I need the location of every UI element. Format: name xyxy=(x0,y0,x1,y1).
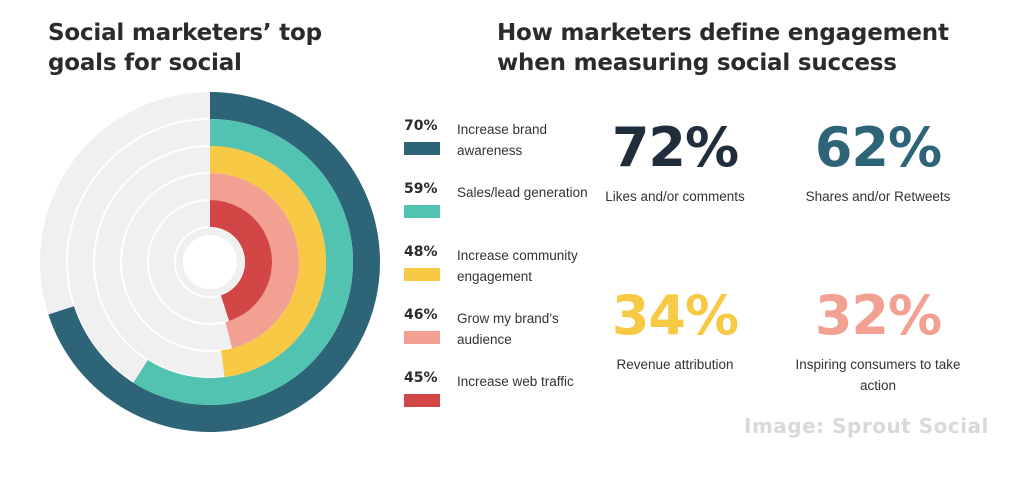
legend-label: Grow my brand’s audience xyxy=(457,311,559,347)
legend-item: 48% Increase community engagement xyxy=(404,244,614,307)
radial-bar-3 xyxy=(210,146,326,378)
legend-swatch xyxy=(404,142,440,155)
image-credit: Image: Sprout Social xyxy=(744,414,989,438)
legend-label: Increase community engagement xyxy=(457,248,578,284)
legend-swatch xyxy=(404,268,440,281)
radial-bar-2 xyxy=(133,119,354,406)
stat-value: 34% xyxy=(611,284,739,347)
stat-block: 72% Likes and/or comments xyxy=(575,118,775,207)
stat-value: 62% xyxy=(814,116,942,179)
legend-percent: 48% xyxy=(404,244,438,260)
legend-percent: 70% xyxy=(404,118,438,134)
legend-label: Sales/lead generation xyxy=(457,185,588,200)
right-section-title: How marketers define engagement when mea… xyxy=(497,20,949,76)
legend-item: 46% Grow my brand’s audience xyxy=(404,307,614,370)
stat-block: 62% Shares and/or Retweets xyxy=(778,118,978,207)
stat-label: Revenue attribution xyxy=(616,357,734,372)
legend-swatch xyxy=(404,394,440,407)
legend-item: 70% Increase brand awareness xyxy=(404,118,614,181)
left-chart-title: Social marketers’ top goals for social xyxy=(48,20,322,76)
legend-swatch xyxy=(404,205,440,218)
stat-value: 32% xyxy=(814,284,942,347)
stat-label: Inspiring consumers to take action xyxy=(795,357,961,393)
stat-block: 34% Revenue attribution xyxy=(575,286,775,375)
radial-bar-5 xyxy=(210,200,272,321)
legend-label: Increase brand awareness xyxy=(457,122,548,158)
legend-percent: 45% xyxy=(404,370,438,386)
radial-bar-4 xyxy=(210,173,299,349)
stat-label: Shares and/or Retweets xyxy=(805,189,951,204)
legend-swatch xyxy=(404,331,440,344)
legend-item: 45% Increase web traffic xyxy=(404,370,614,433)
legend-percent: 46% xyxy=(404,307,438,323)
legend-percent: 59% xyxy=(404,181,438,197)
chart-center-hole xyxy=(183,235,237,289)
radial-bar-chart xyxy=(40,92,380,432)
stat-block: 32% Inspiring consumers to take action xyxy=(778,286,978,396)
legend-item: 59% Sales/lead generation xyxy=(404,181,614,244)
legend-label: Increase web traffic xyxy=(457,374,574,389)
chart-legend: 70% Increase brand awareness 59% Sales/l… xyxy=(404,118,614,433)
stat-value: 72% xyxy=(611,116,739,179)
stat-label: Likes and/or comments xyxy=(605,189,745,204)
